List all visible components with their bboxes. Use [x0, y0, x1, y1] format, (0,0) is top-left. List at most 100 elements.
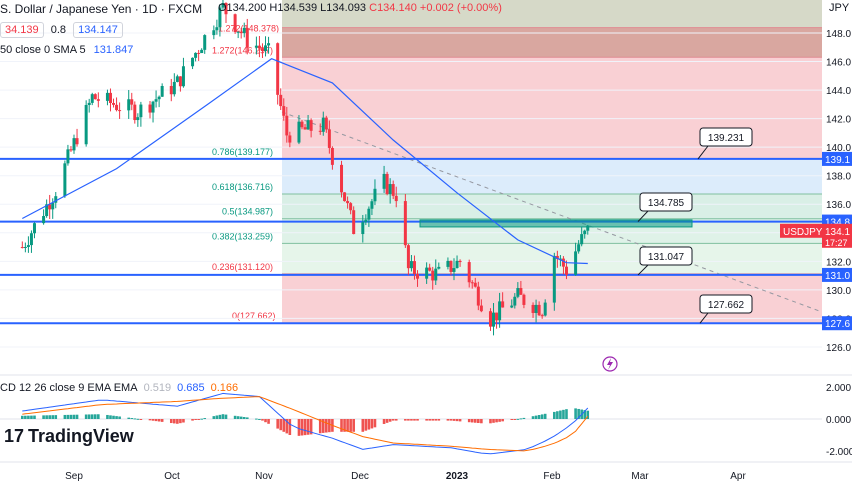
macd-histogram-bar — [537, 415, 541, 419]
candle-body — [343, 192, 347, 202]
macd-histogram-bar — [553, 411, 556, 419]
macd-histogram-bar — [154, 419, 158, 422]
symbol-title[interactable]: S. Dollar / Japanese Yen · 1D · FXCM — [0, 2, 203, 16]
candle-body — [470, 282, 474, 284]
horizontal-levels[interactable] — [0, 111, 823, 325]
macd-histogram-bar — [133, 418, 137, 420]
macd-histogram-bar — [446, 419, 450, 421]
candle-body — [309, 120, 313, 131]
candle-body — [416, 274, 420, 279]
price-callouts[interactable]: 139.231 134.785 131.047 127.662 — [637, 127, 753, 324]
macd-histogram-bar — [106, 414, 109, 419]
callout-label: 134.785 — [648, 198, 685, 209]
candle-body — [540, 315, 544, 317]
candle-body — [267, 43, 271, 46]
candle-body — [297, 121, 301, 143]
candle-body — [476, 286, 480, 306]
macd-line — [22, 392, 589, 455]
macd-histogram-bar — [540, 414, 544, 419]
macd-histogram-bar — [233, 415, 237, 419]
macd-histogram-bar — [239, 416, 243, 419]
macd-histogram-bar — [501, 419, 504, 422]
macd-histogram-bar — [410, 419, 413, 421]
macd-histogram-bar — [182, 419, 185, 423]
candle-body — [66, 149, 70, 164]
callout-pointer — [637, 210, 649, 222]
fib-label: 0.236(131.120) — [212, 262, 273, 272]
candle-body — [449, 260, 453, 272]
price-tag — [822, 151, 852, 166]
macd-histogram-bar — [531, 416, 535, 419]
macd-histogram-bar — [288, 419, 292, 435]
candle-body — [467, 262, 471, 283]
candle-body — [54, 196, 58, 203]
candle-body — [157, 96, 161, 100]
price-axis[interactable]: 148.0146.0144.0142.0140.0138.0136.0134.0… — [780, 0, 852, 485]
sell-price-button[interactable]: 34.139 — [0, 22, 44, 38]
candle-body — [519, 288, 523, 295]
time-label: Apr — [730, 471, 746, 482]
candle-body — [63, 163, 67, 197]
callout-box — [639, 246, 693, 266]
candle-body — [479, 305, 483, 312]
candle-body — [349, 203, 353, 211]
callout-box — [699, 294, 753, 314]
price-tag-label: USDJPY — [783, 227, 823, 238]
candle-body — [495, 312, 499, 321]
time-axis[interactable]: Sep Oct Nov Dec 2023 Feb Mar Apr — [0, 461, 852, 482]
candle-body — [306, 120, 310, 130]
macd-legend[interactable]: CD 12 26 close 9 EMA EMA 0.519 0.685 0.166 — [0, 382, 239, 394]
candle-body — [340, 164, 344, 193]
candle-body — [501, 301, 505, 308]
resistance-box — [419, 219, 693, 228]
candle-body — [552, 255, 556, 303]
candle-body — [425, 267, 429, 279]
buy-price-button[interactable]: 134.147 — [73, 22, 123, 38]
candle-body — [191, 57, 195, 67]
candle-body — [534, 304, 538, 313]
macd-histogram-bar — [467, 419, 471, 423]
macd-histogram-bar — [437, 419, 441, 421]
price-tick-label: 132.0 — [826, 257, 851, 268]
macd-histogram-bar — [300, 419, 304, 436]
candle-body — [136, 117, 140, 121]
fib-zone-0618 — [282, 158, 822, 195]
candle-body — [29, 233, 33, 246]
macd-histogram-bar — [179, 419, 182, 424]
macd-histogram-bar — [388, 419, 392, 422]
tradingview-logo[interactable]: 17 TradingView — [4, 426, 134, 446]
candle-body — [212, 30, 216, 36]
candle-body — [239, 31, 243, 34]
callout-label: 127.662 — [708, 300, 745, 311]
macd-histogram-bar — [285, 419, 289, 434]
candle-body — [361, 222, 365, 235]
fib-label: 0.786(139.177) — [212, 147, 273, 157]
candle-body — [151, 101, 155, 113]
countdown-label: 17:27 — [825, 238, 848, 248]
price-tick-label: 148.0 — [826, 29, 851, 40]
candle-body — [51, 202, 55, 210]
candle-body — [194, 52, 198, 58]
candle-body — [409, 261, 413, 269]
macd-histogram-bar — [407, 419, 410, 421]
macd-histogram-bar — [224, 414, 228, 419]
candle-body — [324, 117, 328, 130]
candle-body — [498, 301, 502, 321]
macd-histogram-bar — [510, 419, 514, 420]
macd-histogram-bar — [24, 415, 27, 419]
time-label: Dec — [351, 471, 369, 482]
candle-body — [279, 94, 283, 107]
candle-body — [285, 115, 289, 136]
macd-histogram-bar — [583, 410, 587, 419]
callout-box — [639, 192, 693, 212]
macd-histogram-bar — [543, 413, 547, 419]
candle-body — [473, 282, 477, 287]
candle-body — [428, 267, 432, 271]
sma-legend[interactable]: 50 close 0 SMA 5 131.847 — [0, 44, 134, 56]
candle-body — [276, 43, 280, 95]
price-tick-label: 146.0 — [826, 58, 851, 69]
candle-body — [172, 81, 176, 95]
candle-body — [148, 104, 152, 113]
price-tick-label: 142.0 — [826, 115, 851, 126]
